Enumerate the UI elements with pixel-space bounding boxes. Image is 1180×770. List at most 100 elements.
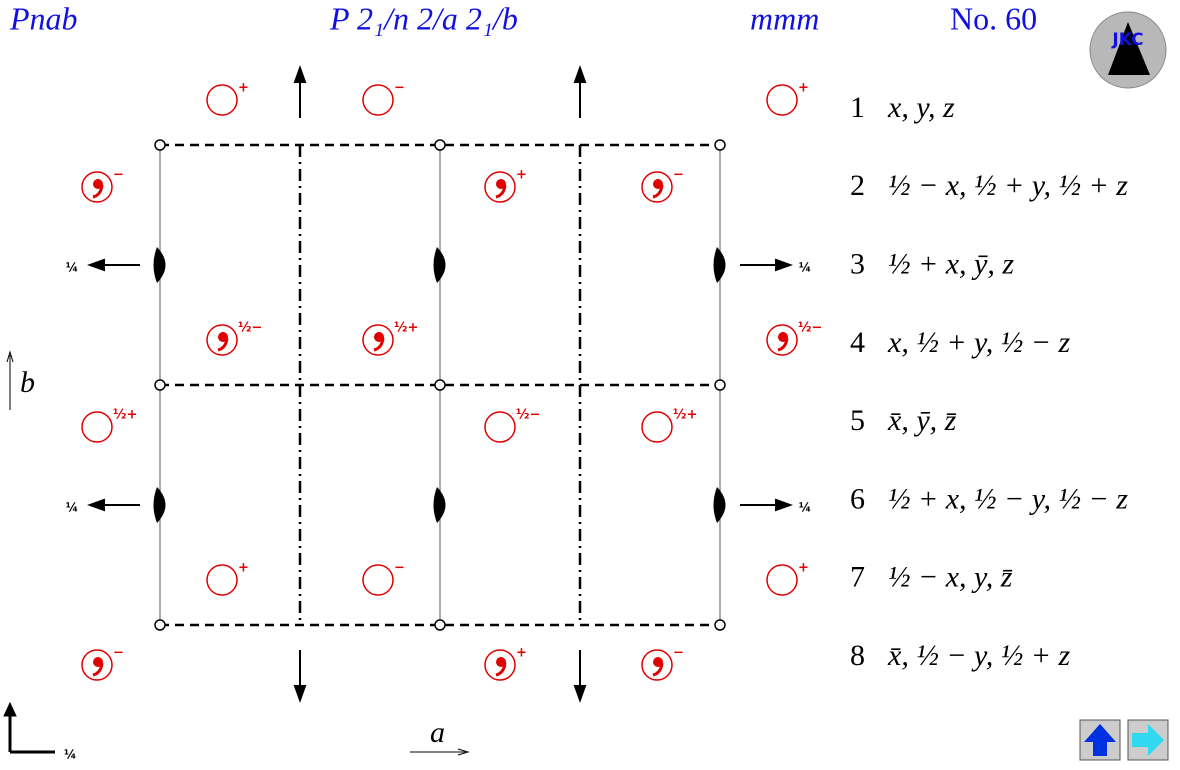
comma-tail [373,337,385,352]
symbol-label: + [798,81,809,96]
position-symbol: ½− [206,321,262,356]
screw-height: ¼ [66,501,78,515]
origin-point [434,139,446,151]
comma-tail [92,184,104,199]
position-symbol: + [206,561,249,596]
full-symbol: P 2₁/n 2/a 2₁/b [329,0,518,36]
symbol-circle [362,84,394,116]
symbol-label: + [238,561,249,576]
symbol-label: + [238,81,249,96]
logo-text: JKC [1111,30,1143,50]
origin-height: ¼ [64,748,76,762]
group-number: No. 60 [950,0,1037,36]
screw-axis [433,247,446,283]
symbol-circle [766,84,798,116]
symbol-label: ½− [516,408,540,423]
symbol-label: ½− [238,321,262,336]
origin-point [714,619,726,631]
symbol-label: + [798,561,809,576]
origin-point [434,619,446,631]
symbol-label: ½+ [673,408,697,423]
position-number: 5 [850,404,865,437]
symbol-label: − [673,168,684,183]
symbol-label: ½+ [394,321,418,336]
symbol-circle [206,564,238,596]
axis-b-label: b [20,366,35,399]
origin-point [154,619,166,631]
symbol-circle [484,649,516,681]
position-symbol: − [81,168,124,203]
position-number: 3 [850,247,865,280]
symbol-circle [641,171,673,203]
position-symbol: ½+ [641,408,697,443]
position-number: 7 [850,561,865,594]
position-symbol: ½− [766,321,822,356]
symbol-label: ½+ [113,408,137,423]
symbol-circle [362,324,394,356]
comma-tail [92,662,104,677]
axes: b a ¼ [3,350,470,762]
symbol-label: ½− [798,321,822,336]
screw-axis [153,247,166,283]
symbol-circle [81,649,113,681]
symbol-circle [206,84,238,116]
screw-height: ¼ [799,501,811,515]
position-symbol: + [206,81,249,116]
symbol-circle [362,564,394,596]
symbol-label: − [394,561,405,576]
cell-grid [87,65,793,703]
screw-height: ¼ [66,261,78,275]
comma-tail [217,337,229,352]
logo: JKC [1089,11,1167,89]
point-group: mmm [750,0,819,36]
position-number: 2 [850,169,865,202]
position-symbol: + [484,646,527,681]
symbol-circle [484,411,516,443]
position-number: 6 [850,482,865,515]
comma-tail [652,662,664,677]
symbol-label: − [673,646,684,661]
position-number: 4 [850,326,865,359]
position-coords: ½ − x, y, z̄ [888,561,1013,594]
symbol-circle [81,171,113,203]
comma-tail [652,184,664,199]
comma-tail [495,184,507,199]
symbol-label: − [113,168,124,183]
symbol-circle [641,649,673,681]
axis-a-label: a [430,716,445,749]
position-symbol: − [362,81,405,116]
origin-point [434,379,446,391]
comma-tail [495,662,507,677]
origin-point [714,139,726,151]
screw-axis [713,247,726,283]
screw-height: ¼ [799,261,811,275]
nav-buttons [1079,719,1169,761]
position-number: 1 [850,91,865,124]
comma-tail [777,337,789,352]
position-symbol: + [484,168,527,203]
short-symbol: Pnab [9,0,78,36]
next-button[interactable] [1127,719,1169,761]
symbol-circle [641,411,673,443]
symbol-circle [766,564,798,596]
symbol-label: − [394,81,405,96]
position-coords: ½ − x, ½ + y, ½ + z [888,169,1128,202]
position-coords: x̄, ½ − y, ½ + z [887,639,1070,672]
position-symbol: ½+ [81,408,137,443]
up-button[interactable] [1079,719,1121,761]
symbol-circle [81,411,113,443]
position-coords: ½ + x, ȳ, z [888,247,1014,280]
position-symbol: + [766,81,809,116]
symbol-circle [206,324,238,356]
position-symbol: − [641,168,684,203]
position-symbol: − [641,646,684,681]
position-coords: x, ½ + y, ½ − z [887,326,1070,359]
symbol-circle [766,324,798,356]
screw-axis [153,487,166,523]
symbol-circle [484,171,516,203]
position-symbol: ½+ [362,321,418,356]
screw-axis [713,487,726,523]
position-coords: x̄, ȳ, z̄ [887,404,957,437]
symbol-label: + [516,168,527,183]
